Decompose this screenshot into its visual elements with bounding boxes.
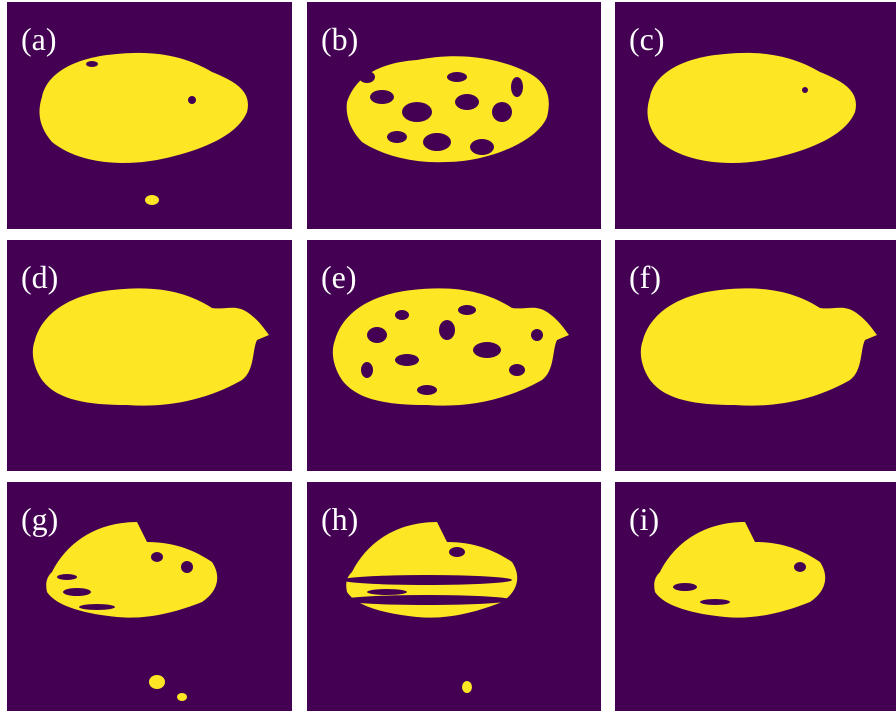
mask-hole <box>673 583 697 591</box>
mask-hole <box>395 354 419 366</box>
mask-hole <box>794 562 806 572</box>
mask-hole <box>57 574 77 580</box>
panel-label: (a) <box>21 21 57 57</box>
mask-fragment <box>145 195 159 205</box>
mask-hole <box>458 305 476 315</box>
mask-hole <box>181 561 193 573</box>
panel: (e) <box>307 240 601 471</box>
mask-hole <box>473 342 501 358</box>
mask-hole <box>79 604 115 610</box>
mask-hole <box>370 90 394 104</box>
panel: (g) <box>7 482 292 711</box>
segmentation-mask <box>32 288 269 406</box>
mask-hole <box>395 310 409 320</box>
panel: (i) <box>615 482 896 711</box>
panel-label: (g) <box>21 501 58 537</box>
segmentation-mask <box>332 288 569 406</box>
panel-label: (b) <box>321 21 358 57</box>
mask-hole <box>342 595 512 605</box>
mask-hole <box>188 96 196 104</box>
panel: (d) <box>7 240 292 471</box>
mask-hole <box>402 102 432 122</box>
mask-hole <box>700 599 730 605</box>
segmentation-mask <box>640 288 877 406</box>
panel: (c) <box>615 2 896 229</box>
panel-label: (e) <box>321 259 357 295</box>
mask-fragment <box>462 681 472 693</box>
segmentation-mask <box>39 52 248 163</box>
mask-hole <box>417 385 437 395</box>
mask-hole <box>423 133 451 151</box>
mask-hole <box>447 72 467 82</box>
panel-label: (f) <box>629 259 661 295</box>
mask-hole <box>455 94 479 110</box>
mask-fragment <box>149 675 165 689</box>
mask-hole <box>449 547 465 557</box>
mask-hole <box>387 131 407 143</box>
panel: (f) <box>615 240 896 471</box>
segmentation-mask <box>654 522 826 618</box>
segmentation-mask <box>647 52 856 163</box>
panel-label: (d) <box>21 259 58 295</box>
panel-label: (c) <box>629 21 665 57</box>
mask-hole <box>531 329 543 341</box>
mask-hole <box>367 327 387 343</box>
mask-hole <box>151 552 163 562</box>
mask-hole <box>367 589 407 595</box>
panel: (a) <box>7 2 292 229</box>
mask-hole <box>342 575 512 585</box>
mask-fragment <box>177 693 187 701</box>
mask-hole <box>509 364 525 376</box>
panel: (b) <box>307 2 601 229</box>
panel-label: (i) <box>629 501 659 537</box>
mask-hole <box>511 77 523 97</box>
panel-label: (h) <box>321 501 358 537</box>
mask-hole <box>439 320 455 340</box>
mask-hole <box>470 139 494 155</box>
mask-hole <box>63 588 91 596</box>
mask-hole <box>492 102 512 122</box>
mask-hole <box>86 61 98 67</box>
panel: (h) <box>307 482 601 711</box>
mask-hole <box>359 71 375 83</box>
mask-hole <box>361 362 373 378</box>
mask-hole <box>802 87 808 93</box>
